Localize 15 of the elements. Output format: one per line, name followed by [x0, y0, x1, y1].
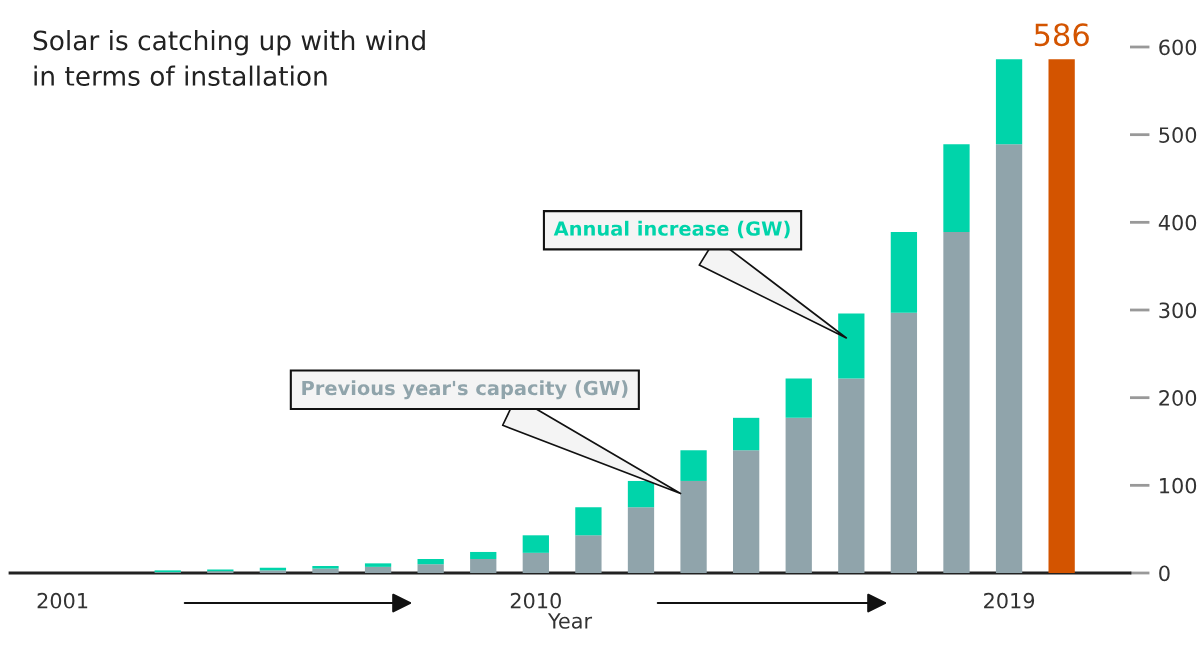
y-tick-label: 600: [1159, 39, 1197, 56]
data-label: 586: [1034, 23, 1089, 47]
x-tick-label: 2010: [510, 592, 561, 609]
chart-title: Solar is catching up with wind in terms of installation: [33, 30, 425, 86]
y-tick-label: 400: [1158, 214, 1197, 231]
y-tick-label: 200: [1159, 390, 1197, 406]
y-tick-label: 0: [1159, 565, 1170, 582]
text: Annual increase (GW): [553, 220, 790, 239]
y-tick-label: 100: [1160, 477, 1197, 494]
x-axis-title: Year: [547, 613, 593, 629]
y-tick-label: 500: [1159, 127, 1197, 143]
x-tick-label: 2019: [984, 592, 1035, 609]
y-tick-label: 300: [1159, 302, 1197, 319]
text: Previous year's capacity (GW): [302, 380, 628, 400]
x-tick-label: 2001: [37, 592, 88, 609]
